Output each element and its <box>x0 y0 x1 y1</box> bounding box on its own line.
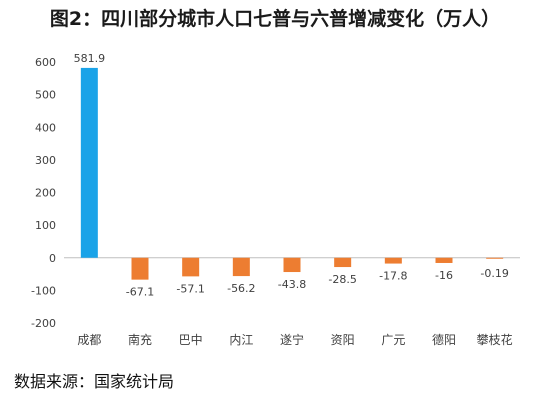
x-tick-label: 南充 <box>128 332 152 347</box>
x-tick-label: 巴中 <box>179 332 203 347</box>
y-tick-label: 500 <box>35 89 56 102</box>
x-tick-label: 广元 <box>381 333 405 347</box>
y-tick-label: 0 <box>49 252 56 265</box>
y-tick-label: -100 <box>31 284 56 297</box>
x-tick-label: 资阳 <box>331 333 355 347</box>
y-tick-label: 100 <box>35 219 56 232</box>
y-tick-label: -200 <box>31 317 56 330</box>
y-tick-label: 200 <box>35 187 56 200</box>
bar-8 <box>435 257 453 263</box>
y-tick-label: 300 <box>35 154 56 167</box>
data-label: -67.1 <box>126 286 154 299</box>
x-axis: 成都 南充 巴中 内江 遂宁 资阳 广元 德阳 攀枝花 <box>77 332 512 347</box>
bar-4 <box>232 257 250 277</box>
bar-3 <box>182 257 200 277</box>
x-tick-label: 遂宁 <box>280 332 304 347</box>
bars <box>80 67 504 280</box>
y-axis: -200 -100 0 100 200 300 400 500 600 <box>31 56 56 330</box>
x-tick-label: 德阳 <box>432 332 456 347</box>
data-label: -56.2 <box>227 282 255 295</box>
data-labels: 581.9 -67.1 -57.1 -56.2 -43.8 -28.5 -17.8 -16 -0… <box>74 52 509 299</box>
source-note: 数据来源：国家统计局 <box>14 372 175 391</box>
x-tick-label: 成都 <box>77 333 101 347</box>
y-tick-label: 400 <box>35 121 56 134</box>
data-label: -17.8 <box>379 270 407 283</box>
bar-5 <box>283 257 301 273</box>
bar-6 <box>334 257 352 268</box>
data-label: -0.19 <box>480 267 508 280</box>
data-label: -43.8 <box>278 278 306 291</box>
bar-2 <box>131 257 149 280</box>
x-tick-label: 攀枝花 <box>477 332 513 347</box>
y-tick-label: 600 <box>35 56 56 69</box>
bar-7 <box>384 257 402 264</box>
data-label: -16 <box>435 269 453 282</box>
x-tick-label: 内江 <box>229 333 253 347</box>
data-label: 581.9 <box>74 52 106 65</box>
data-label: -57.1 <box>176 282 204 295</box>
bar-1 <box>80 67 98 258</box>
data-label: -28.5 <box>328 273 356 286</box>
bar-9 <box>486 257 504 259</box>
chart-title: 图2：四川部分城市人口七普与六普增减变化（万人） <box>49 8 501 30</box>
